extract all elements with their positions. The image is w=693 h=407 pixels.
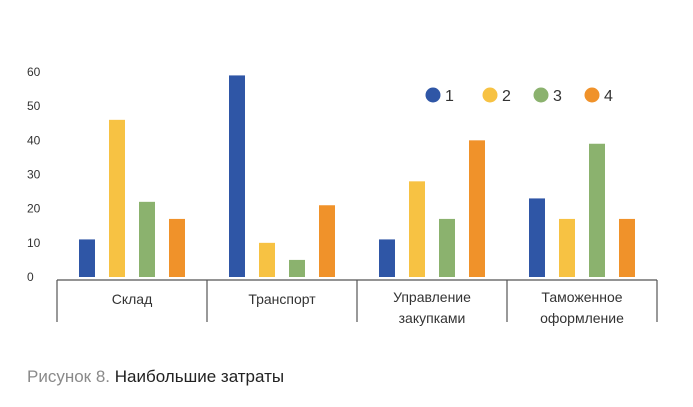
bar-series-2-2 (409, 181, 425, 277)
y-tick-label: 0 (27, 270, 34, 284)
x-tick-label: Управление (393, 289, 471, 305)
bar-series-3-3 (589, 143, 605, 277)
bar-series-3-1 (289, 259, 305, 277)
y-tick-label: 30 (27, 168, 41, 182)
y-axis-ticks: 0 10 20 30 40 50 60 (27, 65, 41, 284)
legend-marker-4 (584, 87, 600, 103)
bar-series-1-0 (79, 239, 95, 277)
x-tick-label: оформление (540, 310, 624, 326)
y-tick-label: 10 (27, 236, 41, 250)
legend-label-2: 2 (502, 88, 511, 105)
legend-label-4: 4 (604, 88, 613, 105)
bar-series-1-3 (529, 198, 545, 277)
bar-series-1-2 (379, 239, 395, 277)
legend-label-3: 3 (553, 88, 562, 105)
bar-series-2-1 (259, 242, 275, 277)
figure-caption: Рисунок 8. Наибольшие затраты (27, 367, 284, 387)
y-tick-label: 20 (27, 202, 41, 216)
x-axis-labels: Склад Транспорт Управление закупками Таможен… (112, 289, 624, 326)
bar-series-3-2 (439, 218, 455, 277)
caption-prefix: Рисунок 8. (27, 367, 111, 386)
bar-series-4-2 (469, 140, 485, 277)
legend-marker-3 (533, 87, 549, 103)
y-tick-label: 40 (27, 133, 41, 147)
bar-series-3-0 (139, 201, 155, 277)
bar-series-4-3 (619, 218, 635, 277)
x-axis (56, 279, 658, 322)
x-tick-label: Таможенное (541, 289, 622, 305)
bar-chart-svg: 0 10 20 30 40 50 60 Склад Транспорт Управление за… (27, 65, 658, 326)
bar-series-1-1 (229, 75, 245, 278)
x-tick-label: Транспорт (248, 291, 316, 307)
bar-series-2-3 (559, 218, 575, 277)
chart: 0 10 20 30 40 50 60 Склад Транспорт Управление за… (27, 65, 658, 326)
bars (79, 75, 635, 278)
y-tick-label: 60 (27, 65, 41, 79)
legend-label-1: 1 (445, 88, 454, 105)
x-tick-label: Склад (112, 291, 153, 307)
legend: 1 2 3 4 (425, 87, 613, 105)
caption-title: Наибольшие затраты (114, 367, 285, 386)
bar-series-4-0 (169, 218, 185, 277)
legend-marker-2 (482, 87, 498, 103)
x-tick-label: закупками (399, 310, 466, 326)
legend-marker-1 (425, 87, 441, 103)
bar-series-2-0 (109, 119, 125, 277)
bar-series-4-1 (319, 205, 335, 277)
y-tick-label: 50 (27, 99, 41, 113)
